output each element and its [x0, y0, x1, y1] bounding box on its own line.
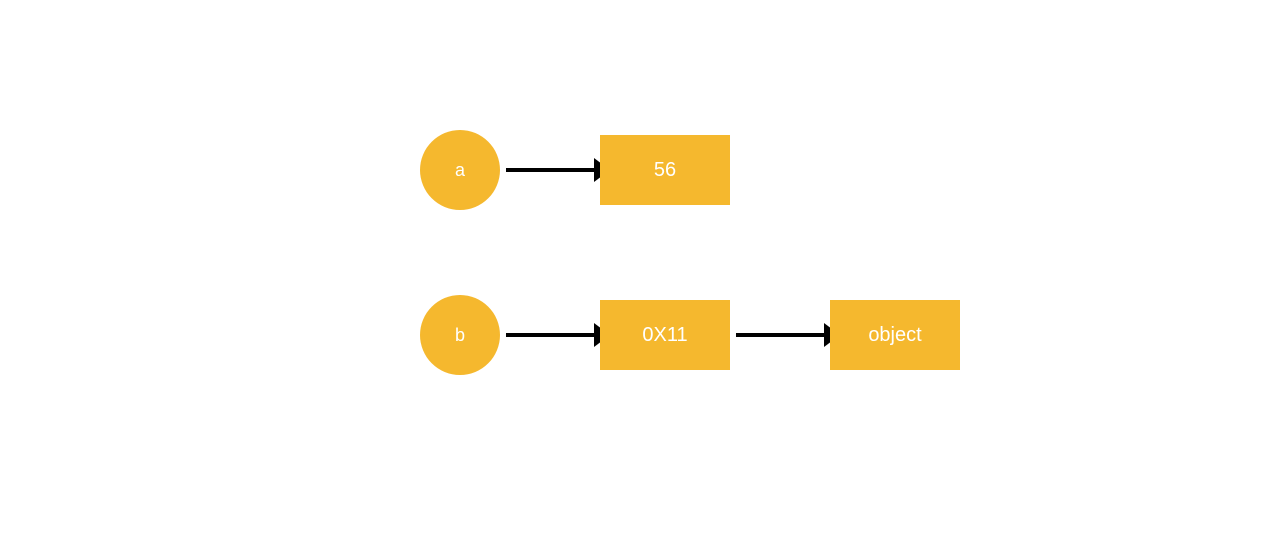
arrow-line — [736, 333, 826, 337]
node-label: a — [455, 160, 465, 181]
node-label: 56 — [654, 159, 676, 182]
node-rect-object: object — [830, 300, 960, 370]
node-circle-a: a — [420, 130, 500, 210]
arrow-line — [506, 333, 596, 337]
arrow — [736, 323, 838, 347]
arrow — [506, 323, 608, 347]
node-label: object — [868, 324, 921, 347]
node-rect-value: 56 — [600, 135, 730, 205]
node-label: 0X11 — [642, 324, 687, 347]
node-rect-address: 0X11 — [600, 300, 730, 370]
pointer-diagram: a 56 b 0X11 object — [0, 0, 1280, 555]
node-circle-b: b — [420, 295, 500, 375]
node-label: b — [455, 325, 465, 346]
arrow — [506, 158, 608, 182]
arrow-line — [506, 168, 596, 172]
